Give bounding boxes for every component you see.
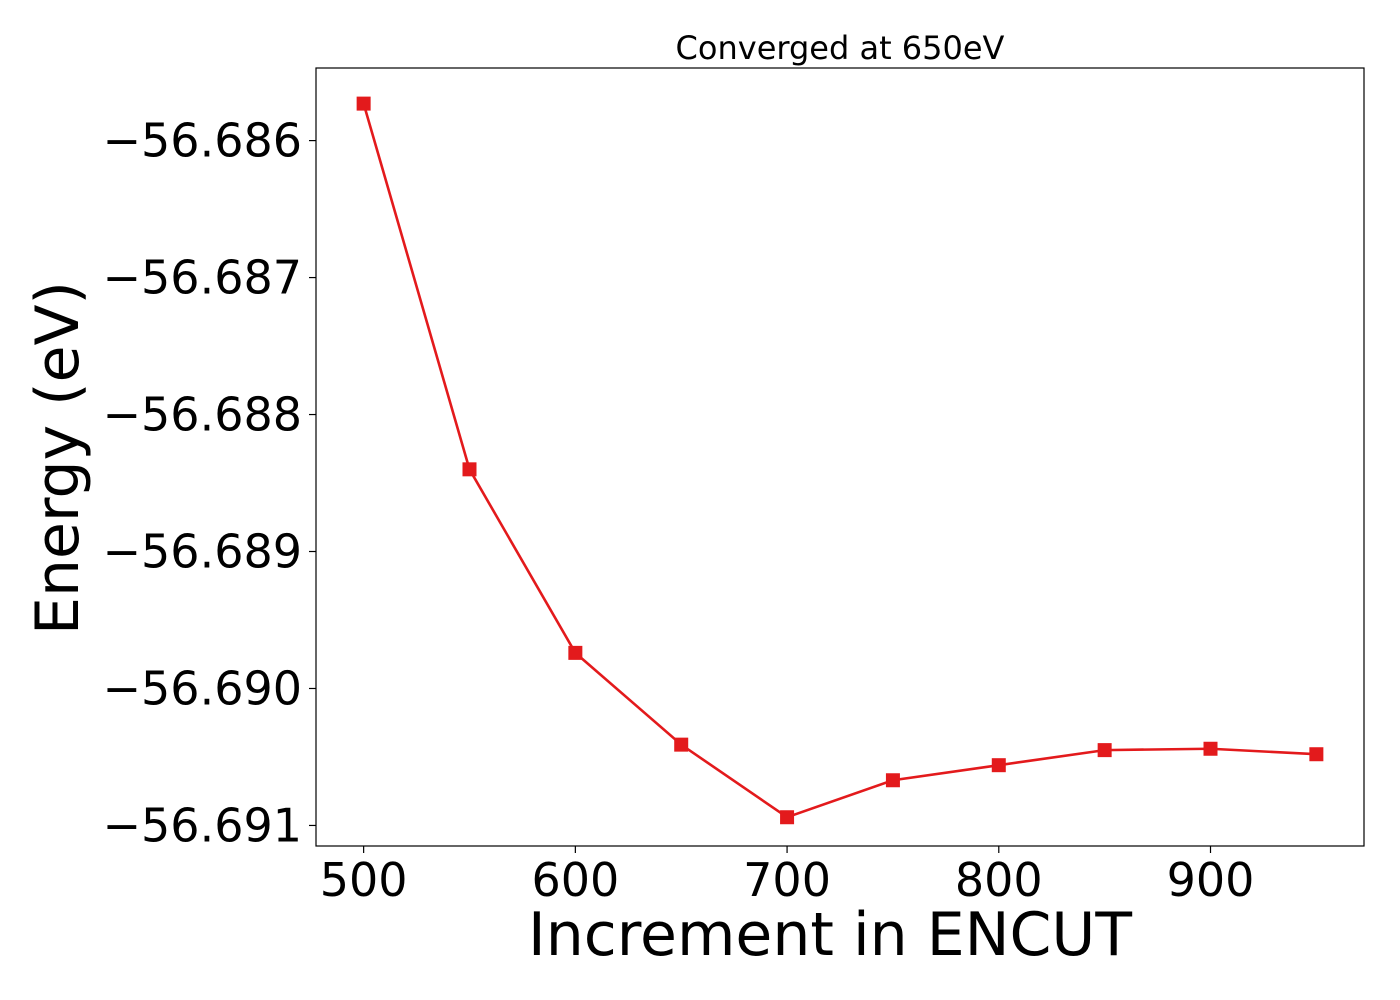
y-tick-label-3: −56.689 [103, 525, 303, 579]
axes-frame [315, 67, 1365, 847]
plot-area: 500 600 700 800 900 −56.686 −56.687 −56.688 −56.… [103, 67, 1365, 907]
y-tick-label-2: −56.688 [103, 388, 303, 442]
x-tick-label-900: 900 [1167, 853, 1255, 907]
x-tick-label-800: 800 [955, 853, 1043, 907]
data-point-750 [885, 773, 900, 788]
y-tick-label-5: −56.691 [103, 798, 303, 852]
data-point-550 [462, 462, 477, 477]
x-tick-label-700: 700 [743, 853, 831, 907]
y-tick-label-0: −56.686 [103, 114, 303, 168]
x-axis-label: Increment in ENCUT [528, 900, 1132, 970]
y-tick-label-1: −56.687 [103, 251, 303, 305]
series-line-0 [362, 103, 1317, 819]
x-tick-label-600: 600 [531, 853, 619, 907]
data-point-850 [1097, 743, 1112, 758]
data-point-600 [568, 645, 583, 660]
data-point-800 [991, 758, 1006, 773]
data-point-650 [674, 737, 689, 752]
data-point-900 [1203, 741, 1218, 756]
data-point-700 [780, 810, 795, 825]
data-point-500 [356, 96, 371, 111]
y-tick-label-4: −56.690 [103, 661, 303, 715]
y-axis-label: Energy (eV) [23, 281, 93, 635]
chart-title: Converged at 650eV [676, 29, 1005, 67]
x-tick-label-500: 500 [320, 853, 408, 907]
data-point-950 [1309, 747, 1324, 762]
